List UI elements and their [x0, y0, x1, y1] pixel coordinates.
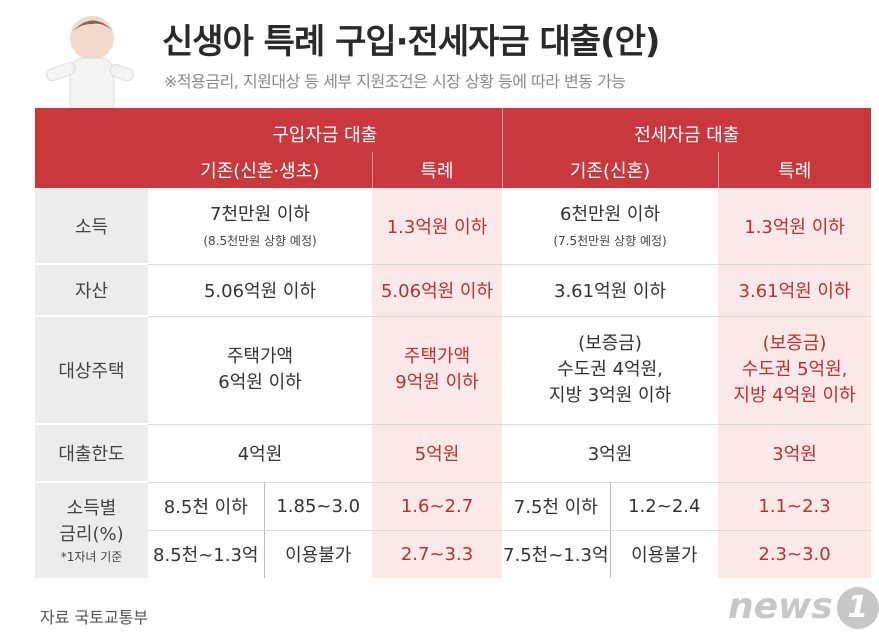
row-label-income: 소득	[35, 188, 148, 265]
rate-lease-income-1: 7.5천 이하	[502, 482, 611, 531]
income-purchase-existing: 7천만원 이하 (8.5천만원 상향 예정)	[148, 188, 372, 265]
row-label-house: 대상주택	[35, 316, 148, 425]
rate-purchase-income-2: 8.5천~1.3억	[153, 545, 259, 567]
header-lease-special: 특례	[717, 152, 872, 188]
income-lease-special: 1.3억원 이하	[718, 188, 872, 265]
row-label-limit: 대출한도	[35, 424, 148, 483]
rate-lease-special-1: 1.1~2.3	[718, 482, 872, 531]
rate-purchase-special-2: 2.7~3.3	[372, 530, 503, 578]
rate-purchase-income-1: 8.5천 이하	[148, 482, 264, 531]
rate-lease-rate-1: 1.2~2.4	[609, 482, 719, 531]
income-purchase-special: 1.3억원 이하	[372, 188, 503, 265]
house-purchase-special: 주택가액 9억원 이하	[372, 316, 503, 425]
row-label-asset: 자산	[35, 264, 148, 317]
rate-lease-rate-2: 이용불가	[609, 530, 719, 578]
page-title: 신생아 특례 구입·전세자금 대출(안)	[162, 22, 660, 62]
rate-lease-income-2: 7.5천~1.3억	[503, 545, 609, 567]
header-corner	[35, 108, 148, 152]
limit-lease-special: 3억원	[718, 424, 872, 483]
rate-purchase-rate-1: 1.85~3.0	[263, 482, 372, 531]
rate-purchase-rate-2: 이용불가	[263, 530, 372, 578]
asset-purchase-special: 5.06억원 이하	[372, 264, 503, 317]
note-text: ※적용금리, 지원대상 등 세부 지원조건은 시장 상황 등에 따라 변동 가능	[164, 72, 626, 91]
limit-purchase-existing: 4억원	[148, 424, 372, 483]
header-lease: 전세자금 대출	[501, 108, 872, 152]
limit-purchase-special: 5억원	[372, 424, 503, 483]
row-label-rate: 소득별 금리(%) *1자녀 기준	[35, 482, 148, 578]
house-lease-existing: (보증금) 수도권 4억원, 지방 3억원 이하	[502, 316, 719, 425]
header-purchase-special: 특례	[371, 152, 503, 188]
asset-purchase-existing: 5.06억원 이하	[148, 264, 372, 317]
house-lease-special: (보증금) 수도권 5억원, 지방 4억원 이하	[718, 316, 872, 425]
asset-lease-existing: 3.61억원 이하	[502, 264, 719, 317]
logo-number-badge: 1	[836, 587, 879, 629]
source-credit: 자료 국토교통부	[40, 608, 149, 627]
header-purchase: 구입자금 대출	[272, 125, 378, 146]
header-purchase-existing: 기존(신혼·생초)	[200, 161, 320, 182]
loan-table: 구입자금 대출 전세자금 대출 기존(신혼·생초) 특례 기존(신혼) 특례 소…	[35, 108, 872, 578]
baby-illustration	[45, 16, 135, 153]
header-lease-existing: 기존(신혼)	[501, 152, 719, 188]
income-lease-existing: 6천만원 이하 (7.5천만원 상향 예정)	[502, 188, 719, 265]
asset-lease-special: 3.61억원 이하	[718, 264, 872, 317]
rate-lease-special-2: 2.3~3.0	[718, 530, 872, 578]
news1-logo: news 1	[728, 586, 879, 629]
limit-lease-existing: 3억원	[502, 424, 719, 483]
house-purchase-existing: 주택가액 6억원 이하	[148, 316, 372, 425]
rate-purchase-special-1: 1.6~2.7	[372, 482, 503, 531]
